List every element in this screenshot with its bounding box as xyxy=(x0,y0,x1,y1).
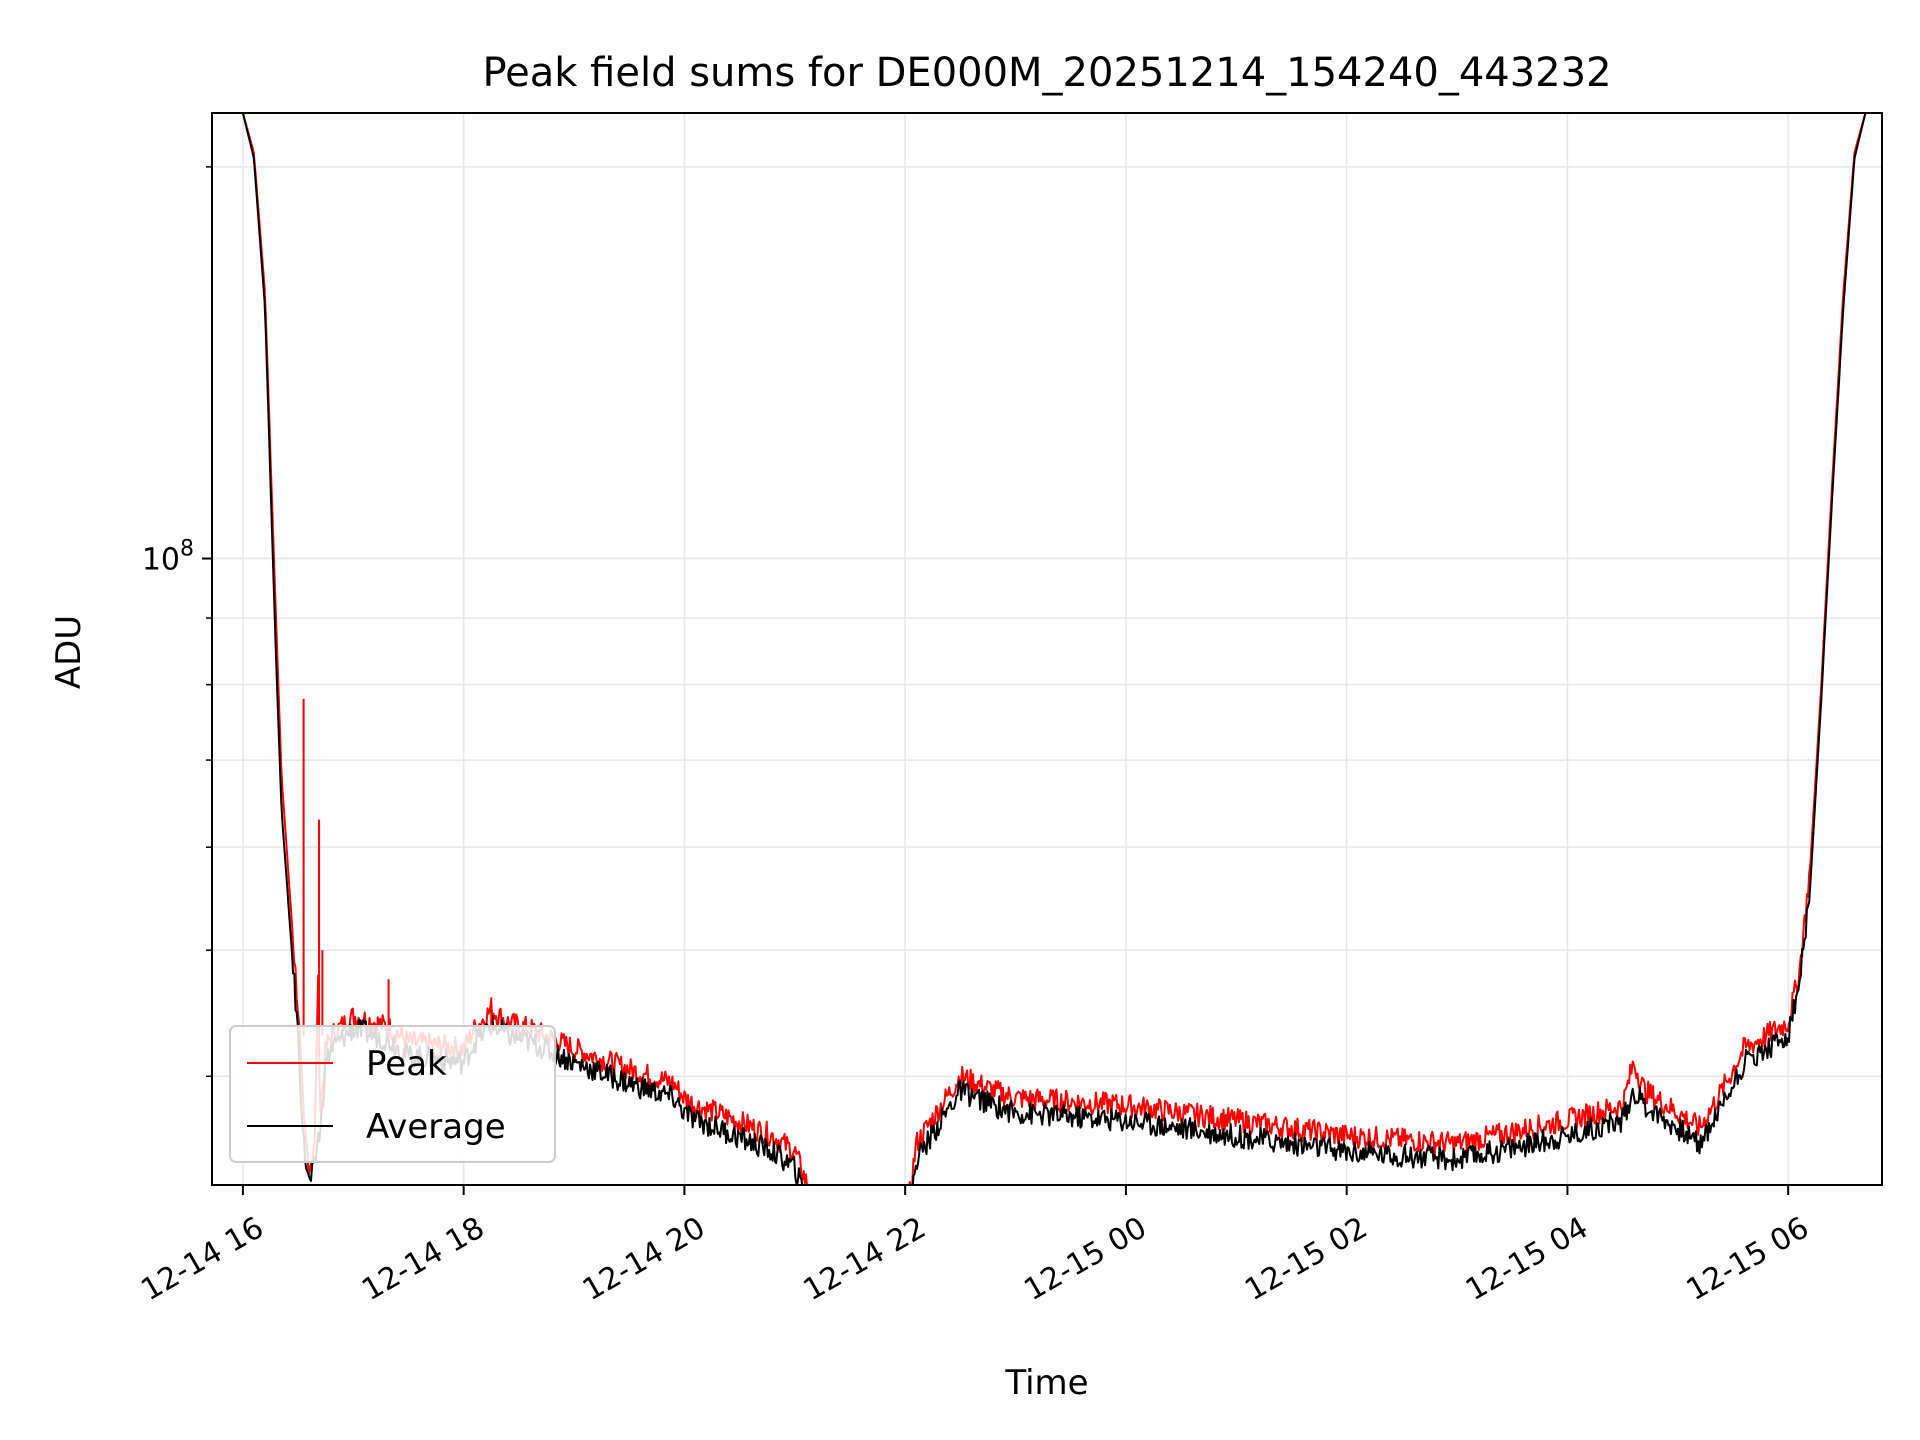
legend-label-peak: Peak xyxy=(366,1044,447,1084)
plot-area-frame xyxy=(211,112,1883,1186)
legend-label-average: Average xyxy=(366,1107,506,1147)
y-tick-label: 108 xyxy=(142,537,194,578)
y-axis-label: ADU xyxy=(49,615,89,689)
y-axis-ticks: 108 xyxy=(142,166,212,1078)
legend-box xyxy=(229,1025,556,1163)
x-axis-label: Time xyxy=(1004,1363,1088,1403)
grid xyxy=(212,113,1882,1185)
legend: Peak Average xyxy=(229,1025,556,1163)
chart-title: Peak field sums for DE000M_20251214_1542… xyxy=(482,50,1611,96)
